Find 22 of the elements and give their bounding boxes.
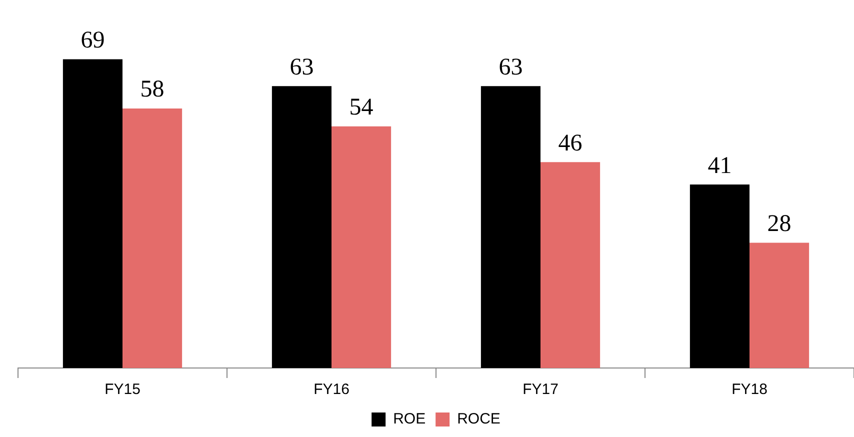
legend-label: ROE xyxy=(393,410,426,428)
data-label: 28 xyxy=(767,210,792,237)
bar xyxy=(480,86,540,368)
bar xyxy=(272,86,332,368)
legend-label: ROCE xyxy=(457,410,500,428)
bar xyxy=(540,162,600,368)
x-tick-label: FY18 xyxy=(732,381,768,398)
bar xyxy=(122,108,182,368)
data-label: 41 xyxy=(708,152,732,179)
x-tick-label: FY16 xyxy=(314,381,350,398)
data-label: 58 xyxy=(140,76,164,103)
x-tick-label: FY17 xyxy=(522,381,558,398)
x-tick-label: FY15 xyxy=(104,381,140,398)
data-label: 69 xyxy=(80,28,105,54)
bar xyxy=(62,59,122,368)
data-label: 63 xyxy=(498,54,523,80)
bar xyxy=(750,242,810,368)
data-label: 63 xyxy=(290,54,314,80)
bar xyxy=(332,126,392,368)
bar xyxy=(690,184,750,368)
data-label: 46 xyxy=(558,130,582,156)
data-label: 54 xyxy=(349,94,374,121)
